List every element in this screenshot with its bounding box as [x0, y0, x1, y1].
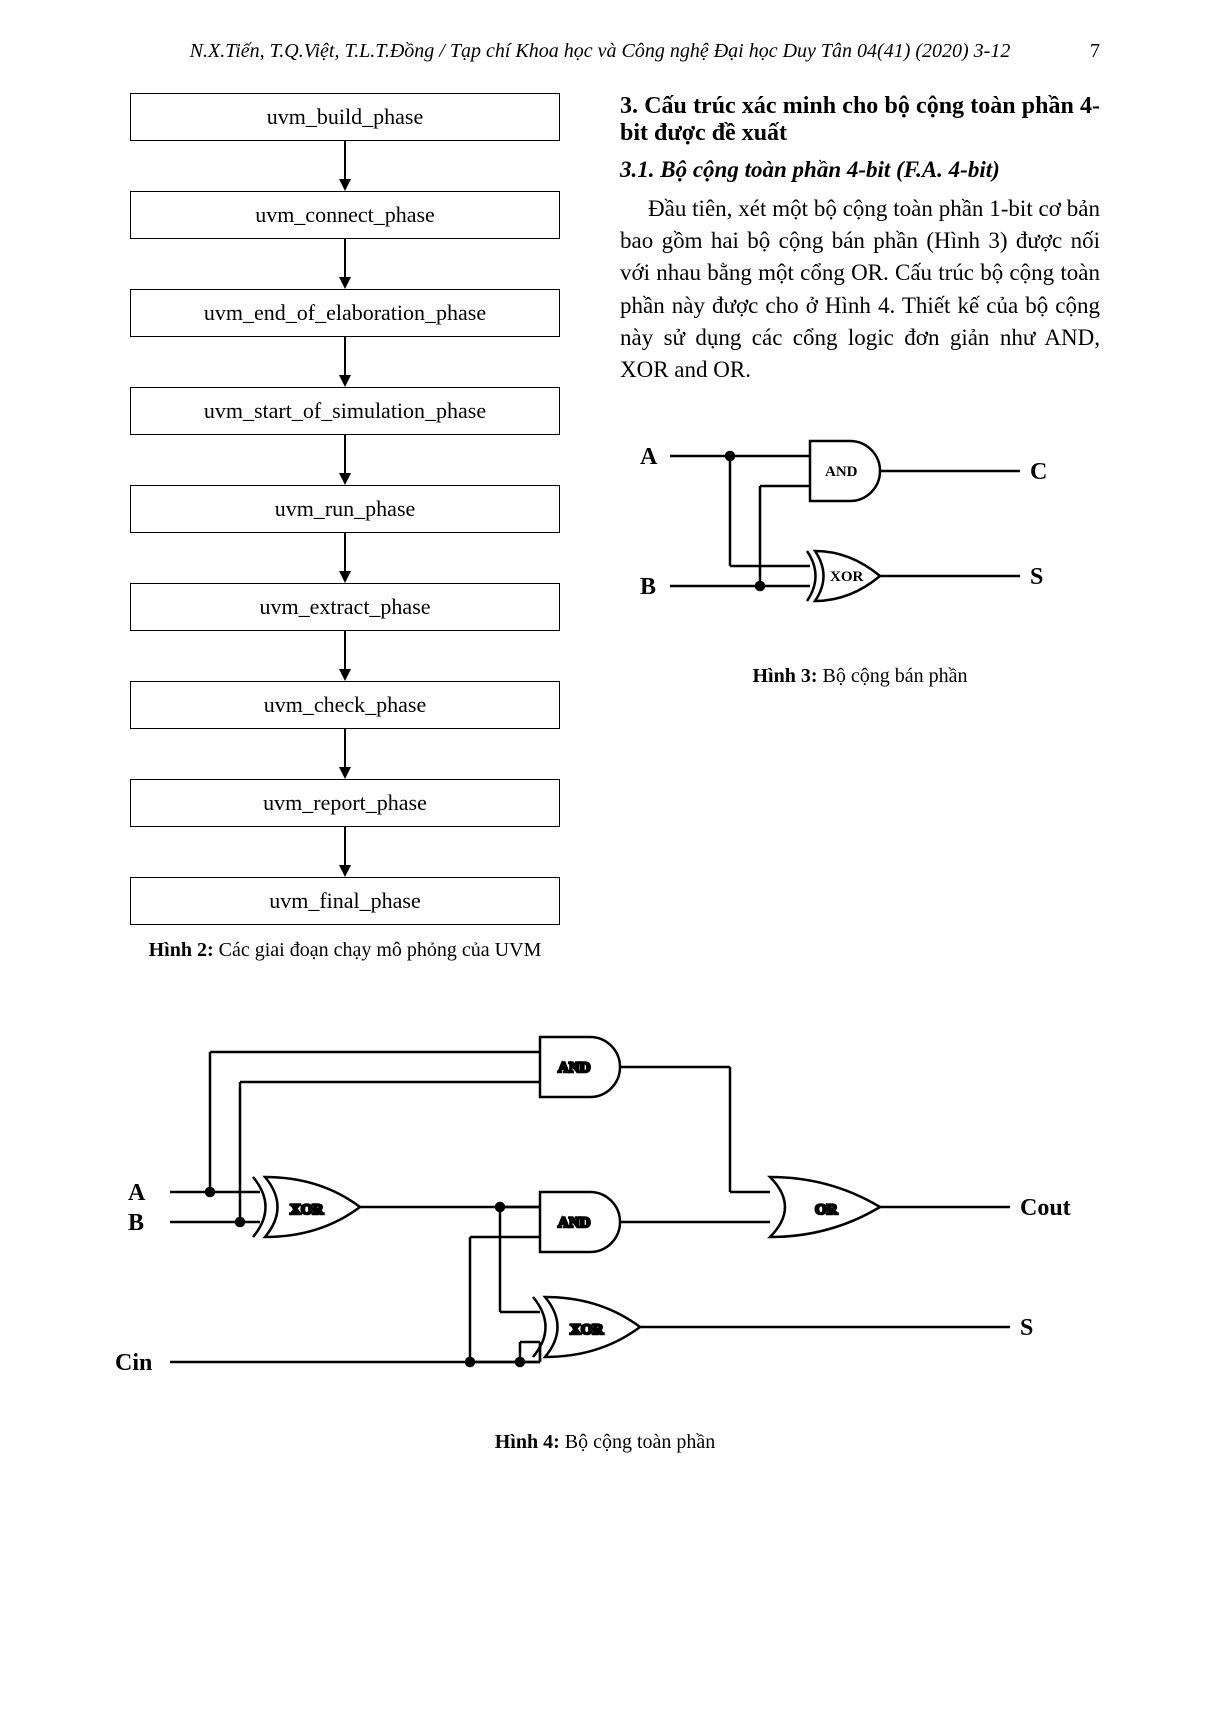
flow-arrow: [110, 533, 580, 583]
gate-and2-label: AND: [558, 1215, 591, 1231]
flow-box: uvm_connect_phase: [130, 191, 560, 239]
gate-xor1-label: XOR: [290, 1202, 324, 1218]
caption-text: Các giai đoạn chạy mô phỏng của UVM: [214, 939, 542, 961]
two-column-layout: uvm_build_phase uvm_connect_phase uvm_en…: [110, 93, 1100, 962]
figure2-caption: Hình 2: Các giai đoạn chạy mô phỏng của …: [110, 939, 580, 962]
flow-arrow: [110, 827, 580, 877]
gate-and-label: AND: [825, 464, 858, 480]
caption-label: Hình 3:: [752, 665, 817, 687]
pin-cin: Cin: [115, 1350, 152, 1376]
flow-arrow: [110, 729, 580, 779]
figure4-caption: Hình 4: Bộ cộng toàn phần: [110, 1431, 1100, 1454]
citation-text: N.X.Tiến, T.Q.Việt, T.L.T.Đồng / Tạp chí…: [190, 40, 1011, 62]
flow-box: uvm_report_phase: [130, 779, 560, 827]
pin-c: C: [1030, 459, 1047, 485]
gate-xor-label: XOR: [830, 569, 864, 585]
half-adder-svg: A B C S AND XOR: [620, 416, 1090, 646]
gate-or-label: OR: [815, 1202, 838, 1218]
gate-xor2-label: XOR: [570, 1322, 604, 1338]
flow-arrow: [110, 239, 580, 289]
caption-text: Bộ cộng toàn phần: [560, 1431, 716, 1453]
gate-and1-label: AND: [558, 1060, 591, 1076]
figure3-caption: Hình 3: Bộ cộng bán phần: [620, 665, 1100, 688]
flow-arrow: [110, 337, 580, 387]
paragraph: Đầu tiên, xét một bộ cộng toàn phần 1-bi…: [620, 193, 1100, 386]
half-adder-circuit: A B C S AND XOR: [620, 416, 1100, 651]
flow-box: uvm_end_of_elaboration_phase: [130, 289, 560, 337]
pin-b: B: [640, 574, 656, 600]
page-number: 7: [1090, 40, 1100, 63]
caption-text: Bộ cộng bán phần: [818, 665, 968, 687]
caption-label: Hình 2:: [149, 939, 214, 961]
section-subheading: 3.1. Bộ cộng toàn phần 4-bit (F.A. 4-bit…: [620, 157, 1100, 183]
flow-box: uvm_start_of_simulation_phase: [130, 387, 560, 435]
pin-s: S: [1020, 1315, 1033, 1341]
page-header: N.X.Tiến, T.Q.Việt, T.L.T.Đồng / Tạp chí…: [110, 40, 1100, 63]
page: N.X.Tiến, T.Q.Việt, T.L.T.Đồng / Tạp chí…: [0, 0, 1210, 1712]
left-column: uvm_build_phase uvm_connect_phase uvm_en…: [110, 93, 580, 962]
flowchart: uvm_build_phase uvm_connect_phase uvm_en…: [110, 93, 580, 925]
full-adder-svg: XOR: [110, 992, 1090, 1412]
flow-box: uvm_run_phase: [130, 485, 560, 533]
full-adder-circuit: XOR: [110, 992, 1100, 1454]
flow-box: uvm_check_phase: [130, 681, 560, 729]
flow-box: uvm_final_phase: [130, 877, 560, 925]
pin-s: S: [1030, 564, 1043, 590]
pin-a: A: [128, 1180, 146, 1206]
flow-box: uvm_extract_phase: [130, 583, 560, 631]
flow-arrow: [110, 631, 580, 681]
right-column: 3. Cấu trúc xác minh cho bộ cộng toàn ph…: [620, 93, 1100, 962]
flow-box: uvm_build_phase: [130, 93, 560, 141]
flow-arrow: [110, 435, 580, 485]
flow-arrow: [110, 141, 580, 191]
pin-cout: Cout: [1020, 1195, 1071, 1221]
section-heading: 3. Cấu trúc xác minh cho bộ cộng toàn ph…: [620, 93, 1100, 147]
pin-a: A: [640, 444, 658, 470]
pin-b: B: [128, 1210, 144, 1236]
caption-label: Hình 4:: [495, 1431, 560, 1453]
